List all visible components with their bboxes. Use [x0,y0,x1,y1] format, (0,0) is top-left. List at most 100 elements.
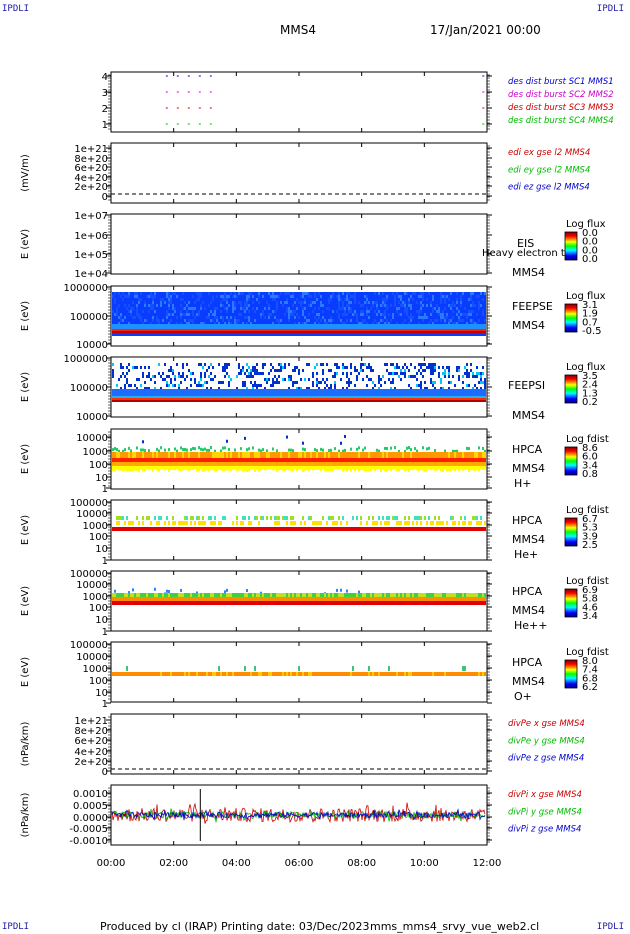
y-tick-label: 100000 [70,640,108,651]
species-label: EIS [517,237,534,250]
species-label: O+ [514,690,532,703]
y-tick-label: 10000 [76,433,108,444]
colorbar-tick-label: 7.4 [582,665,598,676]
y-tick-label: 10000 [76,412,108,423]
y-axis-label: E (eV) [20,657,31,687]
colorbar [564,446,578,476]
y-tick-label: 100 [89,676,108,687]
colorbar-title: Log flux [566,291,606,302]
y-tick-label: 1e+04 [74,269,108,280]
time-tick-label: 10:00 [410,858,439,869]
heatmap-band [112,396,486,399]
y-tick-label: 10000 [76,509,108,520]
colorbar-tick-label: 0.0 [582,228,598,239]
colorbar-tick-label: 0.2 [582,397,598,408]
species-label: MMS4 [512,533,545,546]
y-tick-label: 10000 [76,340,108,351]
panel-divpe-frame [110,713,488,775]
y-tick-label: 100000 [70,383,108,394]
y-tick-label: 1 [102,699,108,710]
colorbar-title: Log flux [566,219,606,230]
corner-mark-bl: IPDLI [2,922,30,932]
colorbar-tick-label: 6.8 [582,673,598,684]
y-tick-label: 1e+06 [74,231,108,242]
panel-eis: 1e+07 1e+06 1e+05 1e+04 E (eV) EIS MMS4 Heavy e… [20,211,606,280]
y-tick-label: 1e+05 [74,250,108,261]
legend-entry: edi ey gse l2 MMS4 [508,165,590,175]
colorbar-tick-label: 0.0 [582,245,598,256]
heatmap-band [112,389,486,397]
divpi-series [111,808,486,821]
date-title: 17/Jan/2021 00:00 [430,23,541,37]
y-tick-label: 8e+20 [74,726,108,737]
heatmap-band [112,329,486,332]
y-tick-label: 10 [95,688,108,699]
panel-burst-frame [110,71,488,133]
species-label: HPCA [512,585,543,598]
species-label: FEEPSE [512,300,553,313]
panel-burst: 1 2 3 4 des dist burst SC1 MMS1 des dist burs… [102,71,614,133]
species-label: MMS4 [512,266,545,279]
y-tick-label: 1000 [83,447,108,458]
panel-feepse: 1000000 100000 10000 E (eV) FEEPSE MMS4 Log fl… [20,283,606,351]
y-tick-label: -0.0010 [69,836,108,847]
colorbar [564,303,578,333]
y-tick-label: 10 [95,473,108,484]
time-tick-label: 02:00 [159,858,188,869]
y-tick-label: 100 [89,532,108,543]
y-tick-label: 1 [102,556,108,567]
y-tick-label: 100000 [70,498,108,509]
y-tick-label: 8e+20 [74,154,108,165]
colorbar [564,588,578,618]
colorbar-tick-label: 5.3 [582,523,598,534]
species-label: MMS4 [512,409,545,422]
y-tick-label: 4e+20 [74,173,108,184]
species-label: MMS4 [512,319,545,332]
heatmap-band [112,400,486,402]
colorbar-title: Log fdist [566,647,609,658]
colorbar-tick-label: 1.3 [582,388,598,399]
y-tick-label: 1 [102,627,108,638]
corner-mark-tr: IPDLI [596,4,624,14]
y-tick-label: 0.0000 [73,813,108,824]
colorbar-tick-label: 5.8 [582,594,598,605]
heatmap-band [112,398,486,401]
y-axis-label: (mV/m) [20,154,31,192]
footer-produced: Produced by cl (IRAP) [100,920,218,933]
y-tick-label: 1 [102,120,108,131]
legend-entry: divPi y gse MMS4 [508,807,582,817]
time-tick-label: 06:00 [285,858,314,869]
legend-entry: divPe x gse MMS4 [508,719,585,729]
y-tick-label: 1000 [83,521,108,532]
y-tick-label: -0.0005 [69,824,108,835]
y-tick-label: 1e+21 [74,144,108,155]
y-tick-label: 2 [102,104,108,115]
y-tick-label: 0 [102,192,108,203]
time-tick-label: 08:00 [347,858,376,869]
y-axis-label: (nPa/km) [20,722,31,767]
legend-entry: des dist burst SC3 MMS3 [508,103,614,113]
y-tick-label: 0.0010 [73,789,108,800]
y-tick-label: 1000 [83,592,108,603]
y-tick-label: 10000 [76,652,108,663]
y-tick-label: 2e+20 [74,757,108,768]
y-tick-label: 6e+20 [74,163,108,174]
colorbar-tick-label: 0.7 [582,317,598,328]
y-tick-label: 10 [95,544,108,555]
species-label: HPCA [512,656,543,669]
y-tick-label: 100000 [70,569,108,580]
y-axis-label: E (eV) [20,444,31,474]
legend-entry: divPi x gse MMS4 [508,790,582,800]
colorbar [564,517,578,547]
y-tick-label: 3 [102,88,108,99]
legend-entry: des dist burst SC1 MMS1 [508,77,614,87]
y-axis-label: (nPa/km) [20,793,31,838]
y-tick-label: 100 [89,603,108,614]
species-label: He++ [514,619,547,632]
y-tick-label: 100000 [70,312,108,323]
y-axis-label: E (eV) [20,229,31,259]
y-axis-label: E (eV) [20,301,31,331]
